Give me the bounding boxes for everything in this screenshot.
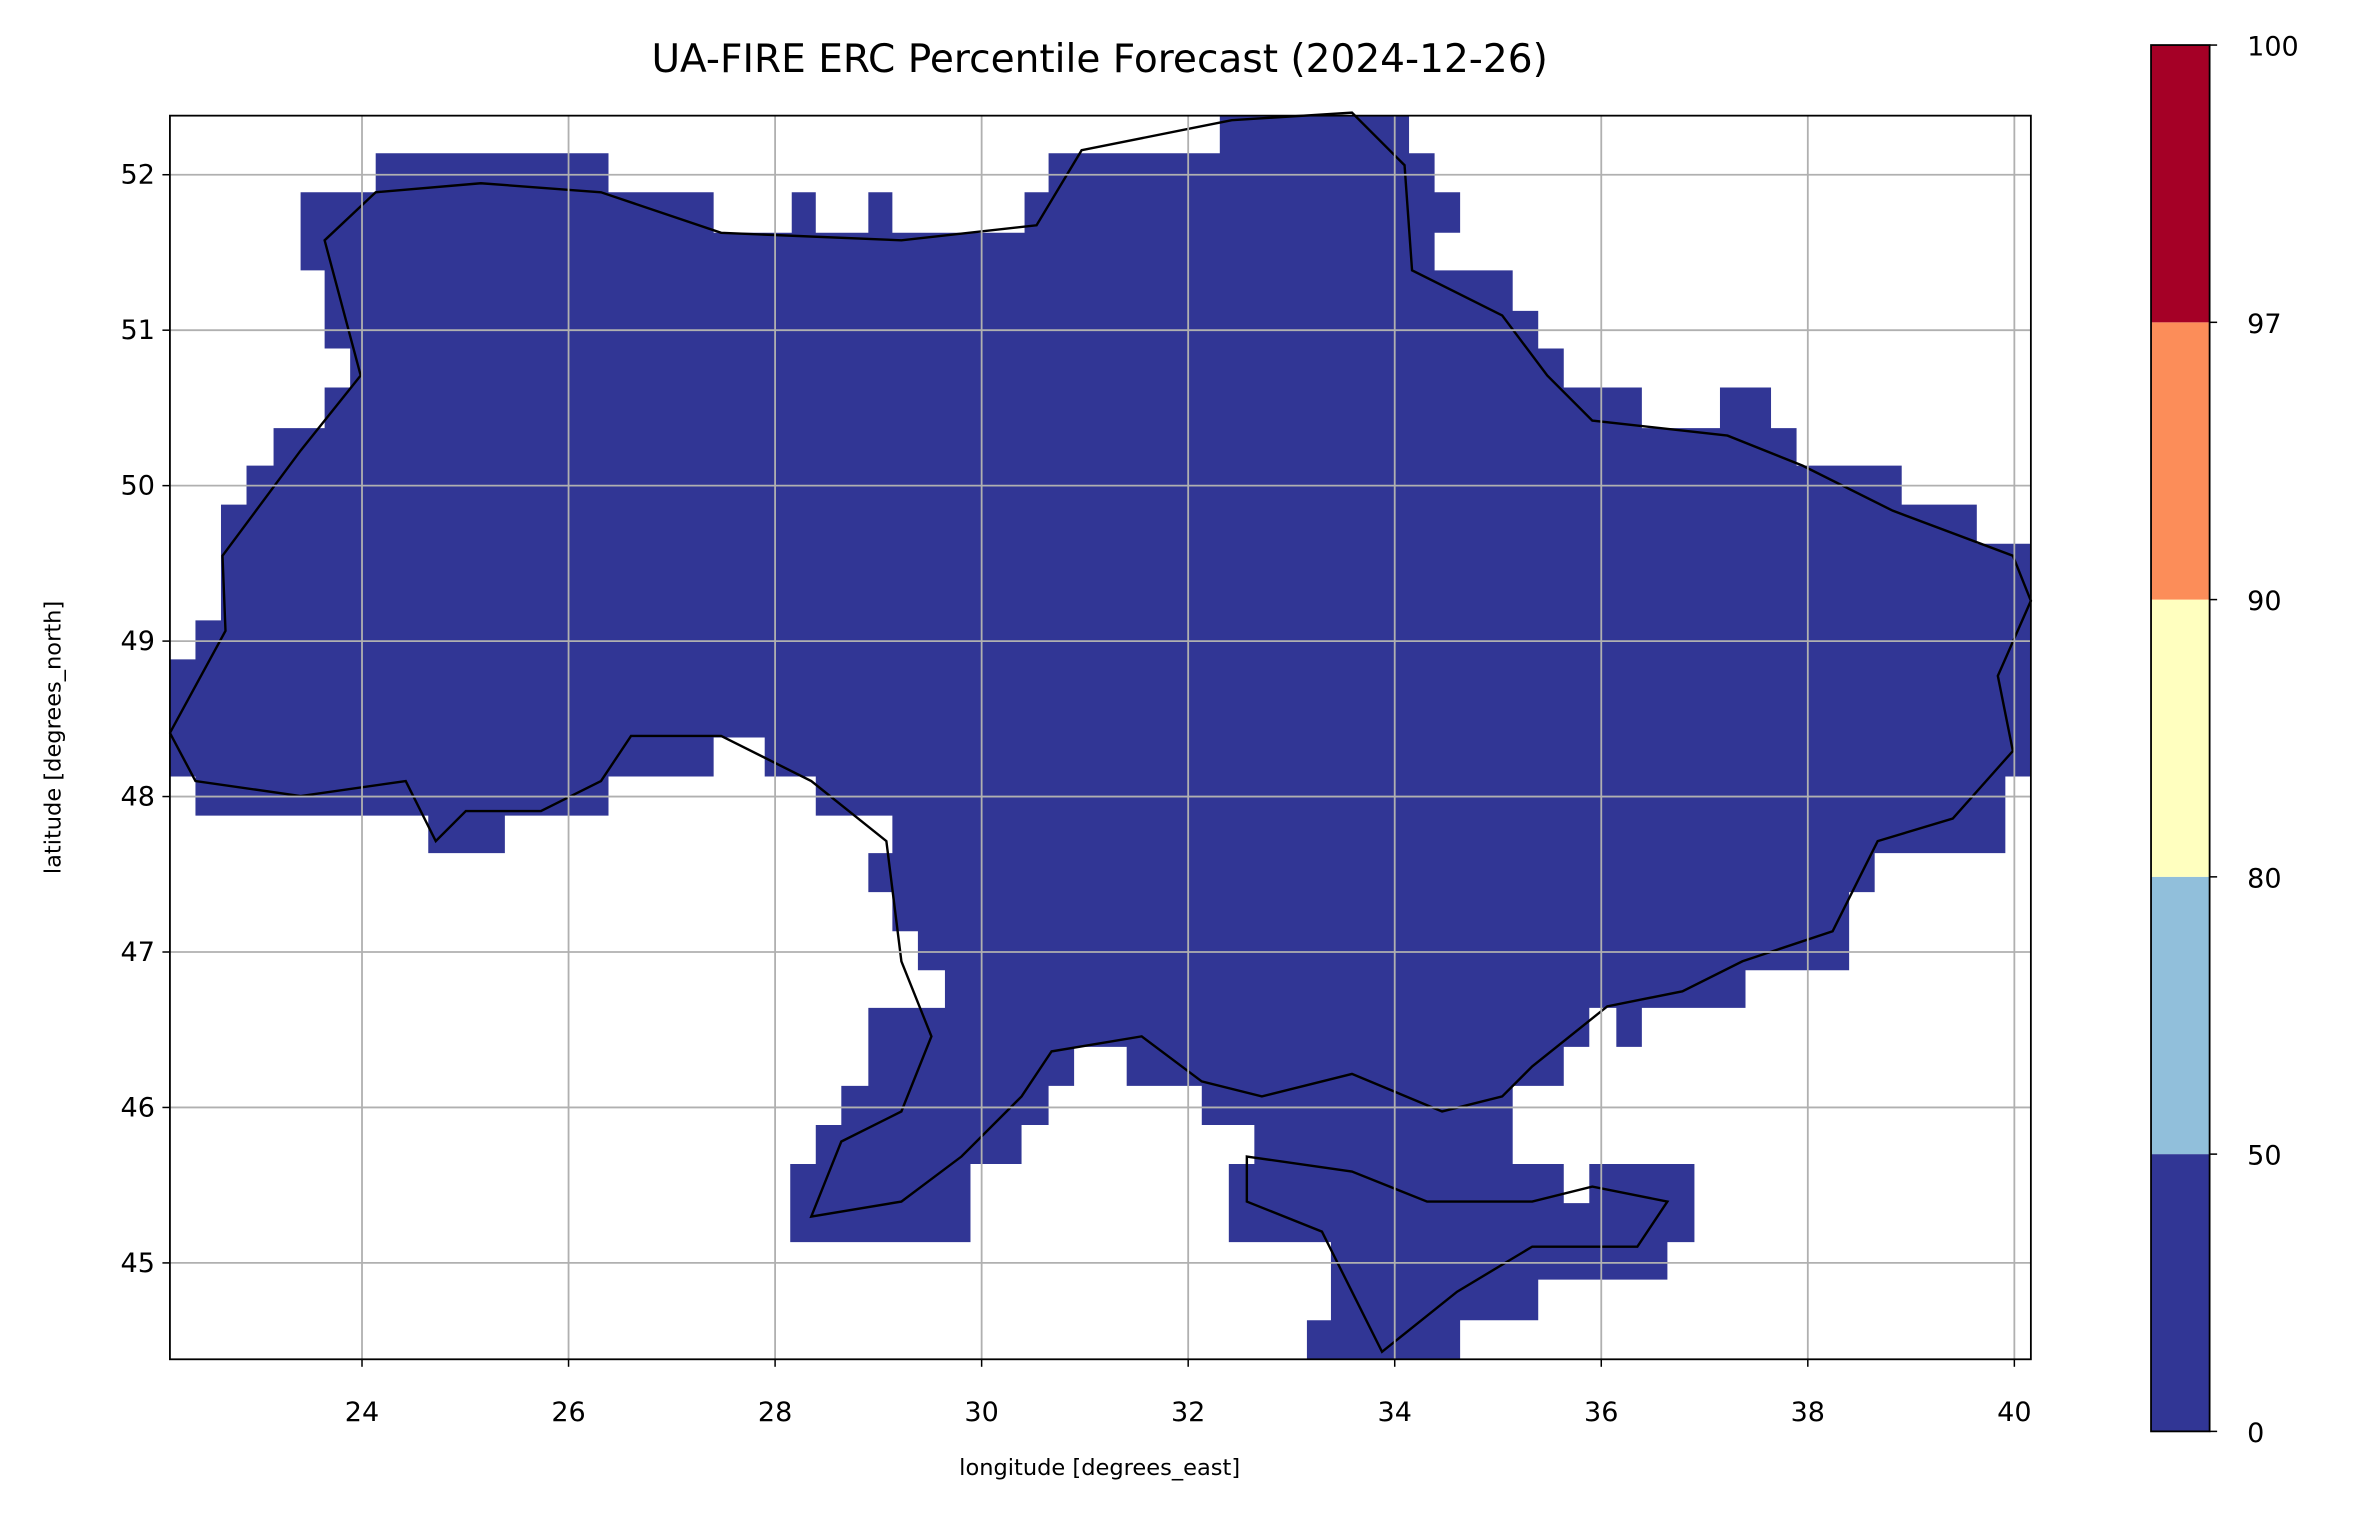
y-tick-label: 50 (121, 471, 155, 502)
colorbar-tick-label: 50 (2247, 1141, 2281, 1172)
x-axis-label: longitude [degrees_east] (959, 1455, 1240, 1481)
y-tick-label: 49 (121, 626, 155, 657)
colorbar-segment (2151, 322, 2210, 600)
x-tick-label: 34 (1378, 1397, 1412, 1428)
x-tick-label: 28 (758, 1397, 792, 1428)
chart-title: UA-FIRE ERC Percentile Forecast (2024-12… (651, 37, 1547, 82)
colorbar-segment (2151, 1154, 2210, 1432)
colorbar-tick-label: 97 (2247, 309, 2281, 340)
y-tick-label: 52 (121, 160, 155, 191)
x-tick-label: 30 (964, 1397, 998, 1428)
x-tick-label: 32 (1171, 1397, 1205, 1428)
forecast-raster (169, 115, 2031, 1360)
x-tick-label: 24 (345, 1397, 379, 1428)
colorbar-tick-label: 80 (2247, 863, 2281, 894)
colorbar-segment (2151, 599, 2210, 877)
colorbar-tick-label: 90 (2247, 586, 2281, 617)
y-tick-label: 46 (121, 1092, 155, 1123)
y-tick-label: 45 (121, 1248, 155, 1279)
colorbar-segment (2151, 876, 2210, 1155)
x-tick-label: 38 (1791, 1397, 1825, 1428)
plot-area (168, 111, 2033, 1360)
colorbar-tick-label: 0 (2247, 1418, 2264, 1449)
x-tick-label: 40 (1997, 1397, 2031, 1428)
colorbar-tick-label: 100 (2247, 32, 2299, 63)
x-tick-label: 36 (1584, 1397, 1618, 1428)
y-tick-label: 47 (121, 937, 155, 968)
y-tick-label: 48 (121, 782, 155, 813)
colorbar-frame (2150, 44, 2211, 1433)
y-tick-label: 51 (121, 315, 155, 346)
admin-borders (168, 111, 2033, 1354)
colorbar-segment (2151, 45, 2210, 323)
axes-frame (169, 114, 2032, 1361)
y-axis-label: latitude [degrees_north] (40, 601, 66, 874)
x-tick-label: 26 (551, 1397, 585, 1428)
